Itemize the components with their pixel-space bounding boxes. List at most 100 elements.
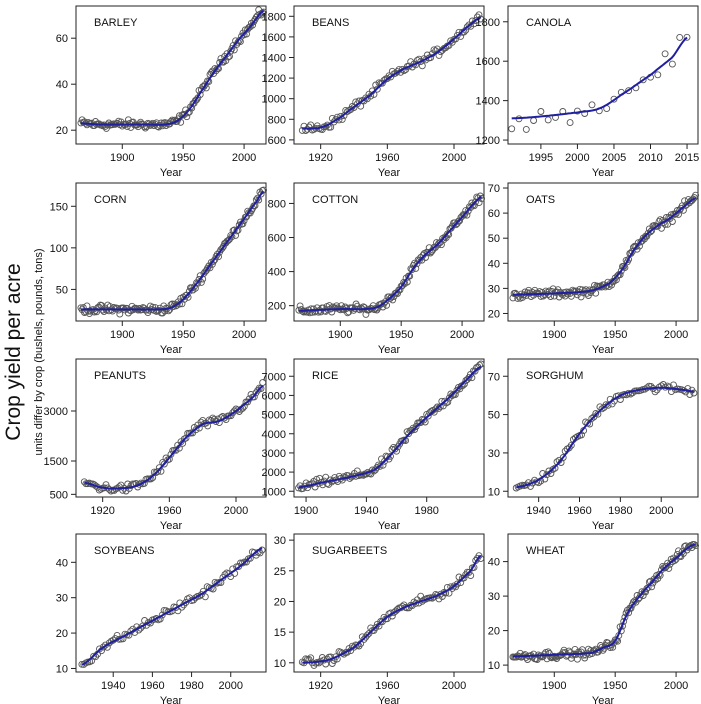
y-tick-label: 1600 [262, 32, 286, 44]
panel-grid: BARLEY 1900 1950 2000 20 40 60 Year BEANS 1920 196… [44, 5, 699, 704]
data-point [99, 643, 107, 651]
x-tick-label: 2000 [565, 152, 589, 164]
y-tick-label: 6000 [262, 390, 286, 402]
y-tick-label: 800 [268, 198, 286, 210]
y-tick-label: 1000 [262, 94, 286, 106]
data-point [683, 33, 691, 41]
data-point [420, 416, 428, 424]
x-tick-label: 2010 [638, 152, 662, 164]
data-point [559, 454, 567, 461]
x-tick-label: 1900 [542, 680, 566, 692]
data-point [376, 462, 384, 470]
x-axis-label: Year [160, 695, 183, 704]
y-tick-label: 4000 [262, 429, 286, 441]
trend-line [84, 385, 264, 490]
y-tick-label: 1200 [262, 73, 286, 85]
data-point [182, 599, 190, 606]
y-tick-label: 10 [488, 486, 500, 498]
data-point [433, 591, 441, 599]
data-point [246, 554, 254, 562]
panel-title: SOYBEANS [94, 545, 155, 557]
data-point [472, 17, 480, 25]
data-point [152, 615, 160, 622]
y-tick-label: 50 [488, 410, 500, 422]
data-point [115, 483, 123, 491]
data-point [141, 617, 149, 624]
panel-frame [507, 5, 699, 145]
panel-rice: RICE 1900 1940 1980 1000 2000 3000 4000 5000 6000… [262, 358, 485, 532]
x-tick-label: 1960 [157, 505, 181, 517]
panel-barley: BARLEY 1900 1950 2000 20 40 60 Year [56, 5, 268, 179]
panel-title: CORN [94, 194, 126, 206]
data-point [650, 575, 658, 583]
trend-line [298, 365, 482, 489]
data-point [378, 300, 386, 308]
trend-line [80, 190, 265, 311]
data-point [77, 304, 85, 312]
data-point [430, 46, 438, 54]
data-point [205, 262, 213, 270]
data-point [201, 593, 209, 601]
data-point [298, 126, 306, 134]
panel-frame [293, 5, 485, 145]
x-tick-label: 2000 [664, 680, 688, 692]
data-point [654, 71, 662, 79]
data-point [508, 125, 516, 133]
data-point [235, 563, 243, 570]
data-point [577, 293, 585, 301]
data-point [408, 426, 416, 434]
data-point [668, 60, 676, 68]
data-point [192, 594, 199, 602]
trend-line [512, 543, 696, 658]
data-point [472, 198, 479, 206]
data-point [110, 486, 118, 494]
trend-line [298, 195, 483, 312]
x-tick-label: 1980 [608, 505, 632, 517]
data-point [244, 25, 252, 33]
data-point [515, 292, 523, 300]
y-tick-label: 1400 [262, 52, 286, 64]
data-point [299, 484, 307, 492]
panel-frame [75, 533, 267, 673]
y-tick-label: 60 [56, 33, 68, 45]
data-point [567, 441, 575, 449]
data-point [544, 116, 552, 124]
data-point [431, 244, 439, 251]
x-tick-label: 1980 [414, 505, 438, 517]
data-point [197, 591, 205, 599]
data-point [152, 469, 160, 477]
data-point [690, 541, 698, 549]
panel-frame [75, 182, 267, 322]
x-axis-label: Year [378, 344, 401, 356]
x-axis-label: Year [592, 167, 615, 179]
x-tick-label: 1960 [375, 152, 399, 164]
x-tick-label: 1920 [90, 505, 114, 517]
y-tick-label: 50 [56, 284, 68, 296]
panel-title: SUGARBEETS [312, 545, 387, 557]
y-tick-label: 20 [56, 125, 68, 137]
x-tick-label: 1995 [529, 152, 553, 164]
x-axis-label: Year [378, 167, 401, 179]
x-tick-label: 1960 [567, 505, 591, 517]
y-tick-label: 2000 [262, 467, 286, 479]
x-tick-label: 2000 [450, 329, 474, 341]
y-tick-label: 10 [56, 663, 68, 675]
data-point [201, 268, 209, 276]
x-tick-label: 1940 [526, 505, 550, 517]
y-tick-label: 40 [56, 557, 68, 569]
data-point [116, 310, 124, 318]
data-point [658, 566, 665, 574]
panel-title: CANOLA [526, 17, 572, 29]
data-point [463, 23, 471, 31]
x-tick-label: 1900 [294, 505, 318, 517]
data-point [307, 654, 315, 662]
data-point [343, 108, 351, 116]
data-point [164, 608, 172, 616]
data-point [234, 406, 242, 414]
y-tick-label: 15 [274, 627, 286, 639]
data-point [448, 392, 456, 399]
data-point [581, 110, 589, 117]
data-point [639, 76, 647, 84]
y-tick-label: 1800 [262, 11, 286, 23]
